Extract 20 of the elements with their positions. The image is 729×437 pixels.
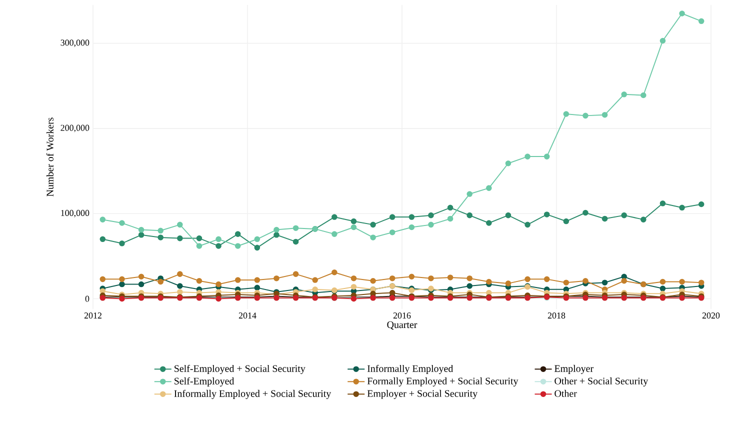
legend-label: Employer: [554, 364, 594, 374]
legend-label: Formally Employed + Social Security: [367, 377, 518, 386]
x-tick-label: 2012: [84, 312, 102, 319]
y-tick-label: 0: [85, 296, 90, 302]
y-tick-label: 300,000: [60, 40, 90, 47]
y-tick-label: 100,000: [61, 210, 90, 218]
legend-label: Other: [554, 390, 577, 397]
y-tick-label: 200,000: [60, 124, 90, 132]
legend-label: Self-Employed: [174, 377, 234, 387]
x-tick-label: 2020: [702, 312, 720, 319]
legend-label: Self-Employed + Social Security: [174, 364, 306, 374]
legend-label: Other + Social Security: [554, 377, 648, 386]
legend-label: Informally Employed + Social Security: [174, 390, 332, 400]
y-axis-title: Number of Workers: [46, 118, 54, 196]
x-tick-label: 2014: [238, 312, 256, 319]
x-tick-label: 2018: [548, 312, 566, 319]
legend-label: Employer + Social Security: [367, 390, 478, 399]
x-tick-label: 2016: [393, 312, 411, 319]
legend-label: Informally Employed: [367, 364, 454, 374]
x-axis-title: Quarter: [387, 321, 418, 330]
